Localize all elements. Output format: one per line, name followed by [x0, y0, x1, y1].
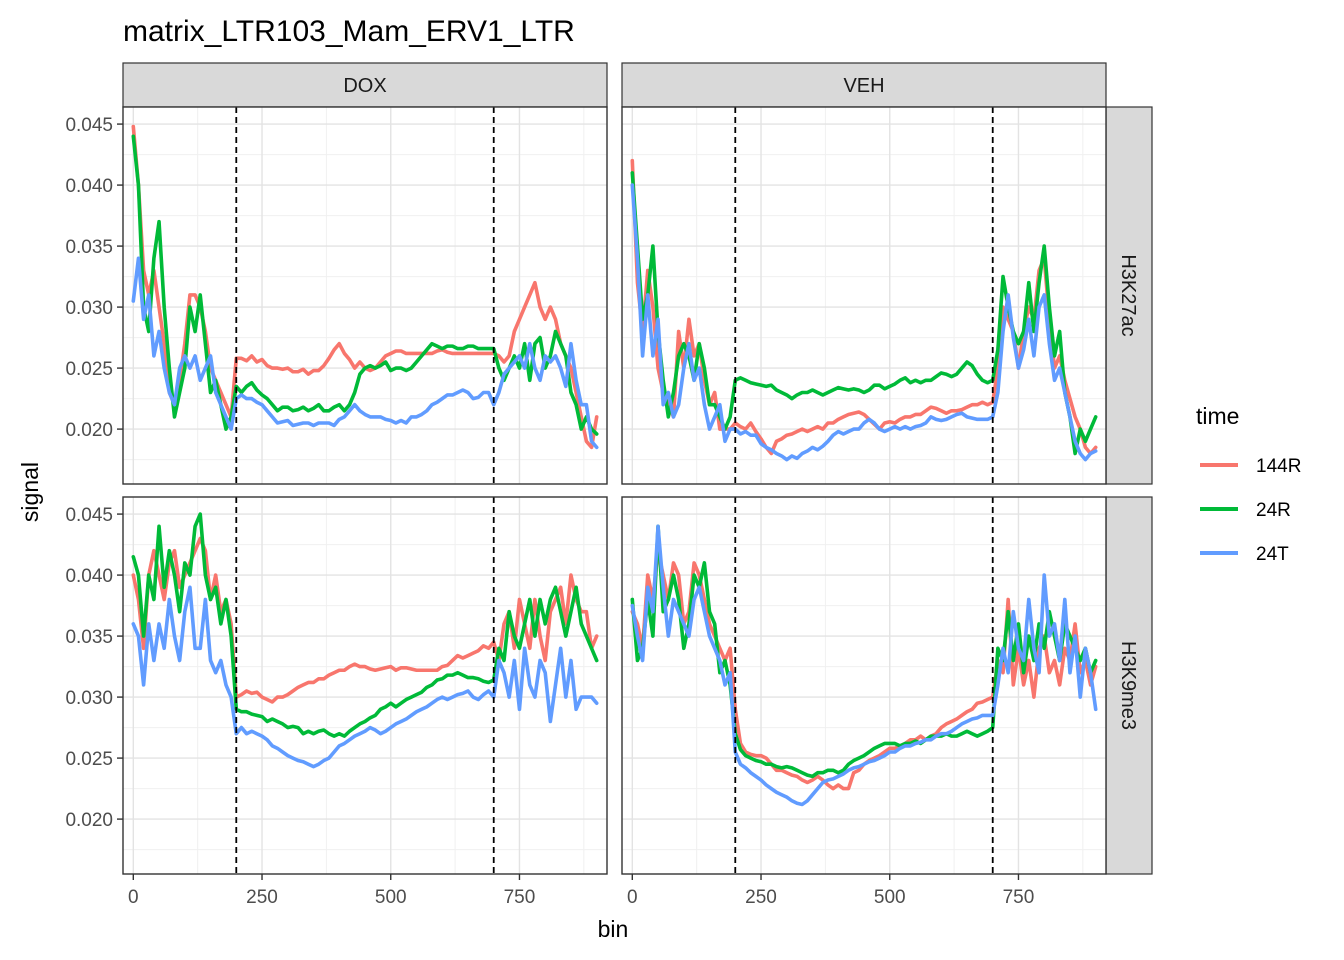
series-line-24r — [630, 524, 1098, 779]
x-tick-label: 250 — [246, 887, 278, 908]
row-strips: H3K27ac H3K9me3 — [1105, 106, 1153, 875]
x-tick-label: 0 — [627, 887, 638, 908]
panel-dox-h3k9me3 — [122, 496, 608, 875]
series-lines — [131, 124, 599, 450]
legend-entry-24t: 24T — [1200, 544, 1289, 565]
series-lines — [630, 524, 1098, 807]
strip-label: DOX — [343, 75, 386, 97]
panel-bg — [622, 107, 1106, 484]
strip-bg — [1105, 496, 1153, 875]
y-tick-label: 0.045 — [65, 505, 113, 526]
strip-bg — [1105, 106, 1153, 485]
column-strips: DOX VEH — [122, 62, 1107, 108]
series-line-24r — [630, 171, 1098, 456]
y-axis-title: signal — [17, 462, 43, 522]
x-tick-label: 250 — [745, 887, 777, 908]
strip-h3k27ac: H3K27ac — [1105, 106, 1153, 485]
legend-label: 24R — [1256, 500, 1291, 521]
legend-entry-24r: 24R — [1200, 500, 1291, 521]
series-lines — [630, 158, 1098, 462]
strip-h3k9me3: H3K9me3 — [1105, 496, 1153, 875]
panel-bg — [622, 497, 1106, 874]
strip-label: VEH — [843, 75, 884, 97]
y-tick-label: 0.025 — [65, 749, 113, 770]
y-tick-label: 0.020 — [65, 420, 113, 441]
x-tick-label: 750 — [504, 887, 536, 908]
strip-label: H3K27ac — [1117, 254, 1139, 336]
x-axis: 0 250 500 750 0 250 500 750 — [128, 874, 1034, 908]
legend-entries: 144R 24R 24T — [1200, 456, 1301, 565]
strip-label: H3K9me3 — [1117, 641, 1139, 730]
legend: time 144R 24R 24T — [1196, 403, 1301, 565]
strip-bg — [621, 62, 1107, 108]
gridlines — [123, 497, 607, 874]
x-tick-label: 500 — [375, 887, 407, 908]
y-tick-label: 0.045 — [65, 115, 113, 136]
panel-veh-h3k9me3 — [621, 496, 1107, 875]
series-line-24r — [131, 512, 599, 738]
series-line-24t — [131, 256, 599, 450]
series-line-24t — [630, 183, 1098, 462]
panel-bg — [123, 107, 607, 484]
y-tick-label: 0.020 — [65, 810, 113, 831]
panels — [122, 106, 1107, 875]
y-tick-label: 0.025 — [65, 359, 113, 380]
legend-label: 24T — [1256, 544, 1289, 565]
panel-border — [621, 106, 1107, 485]
panel-border — [122, 106, 608, 485]
y-tick-label: 0.035 — [65, 627, 113, 648]
panel-border — [122, 496, 608, 875]
series-line-24r — [131, 134, 599, 436]
x-tick-label: 750 — [1003, 887, 1035, 908]
y-axis: 0.020 0.025 0.030 0.035 0.040 0.045 0.020 0.025… — [65, 115, 123, 831]
chart-title: matrix_LTR103_Mam_ERV1_LTR — [123, 15, 575, 48]
series-lines — [131, 512, 599, 769]
legend-title: time — [1196, 403, 1239, 429]
x-axis-title: bin — [598, 916, 629, 942]
series-line-24t — [630, 524, 1098, 807]
gridlines — [622, 497, 1106, 874]
x-tick-label: 0 — [128, 887, 139, 908]
strip-dox: DOX — [122, 62, 608, 108]
legend-label: 144R — [1256, 456, 1301, 477]
y-tick-label: 0.030 — [65, 688, 113, 709]
x-tick-label: 500 — [874, 887, 906, 908]
legend-entry-144r: 144R — [1200, 456, 1301, 477]
panel-border — [621, 496, 1107, 875]
panel-dox-h3k27ac — [122, 106, 608, 485]
gridlines — [123, 107, 607, 484]
strip-bg — [122, 62, 608, 108]
y-tick-label: 0.035 — [65, 237, 113, 258]
series-line-24t — [131, 585, 599, 769]
panel-veh-h3k27ac — [621, 106, 1107, 485]
strip-veh: VEH — [621, 62, 1107, 108]
y-tick-label: 0.040 — [65, 176, 113, 197]
y-tick-label: 0.040 — [65, 566, 113, 587]
y-tick-label: 0.030 — [65, 298, 113, 319]
